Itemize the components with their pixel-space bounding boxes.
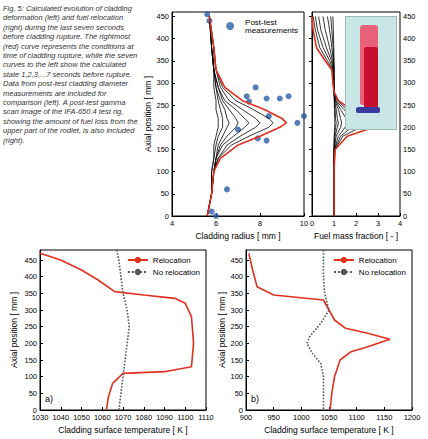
svg-text:0: 0 [165, 212, 169, 221]
svg-text:0: 0 [32, 405, 37, 415]
svg-text:300: 300 [230, 306, 243, 315]
svg-text:1: 1 [332, 219, 336, 228]
svg-text:4: 4 [398, 219, 402, 228]
svg-text:250: 250 [230, 322, 243, 331]
svg-text:150: 150 [156, 145, 169, 154]
svg-text:1060: 1060 [94, 413, 111, 422]
svg-text:200: 200 [230, 339, 243, 348]
svg-text:50: 50 [403, 189, 411, 198]
svg-text:250: 250 [24, 322, 37, 331]
svg-text:250: 250 [403, 101, 416, 110]
svg-text:150: 150 [230, 356, 243, 365]
svg-text:1200: 1200 [404, 413, 421, 422]
svg-text:450: 450 [230, 256, 243, 265]
svg-text:400: 400 [403, 34, 416, 43]
svg-text:8: 8 [258, 219, 262, 228]
svg-text:1040: 1040 [52, 413, 69, 422]
svg-text:1090: 1090 [156, 413, 173, 422]
svg-text:400: 400 [24, 272, 37, 281]
svg-text:Cladding surface temperature [: Cladding surface temperature [ K ] [264, 425, 393, 435]
svg-text:100: 100 [24, 372, 37, 381]
svg-text:50: 50 [29, 389, 37, 398]
svg-text:350: 350 [24, 289, 37, 298]
html-text:Fig. 5: Calculated evolution o: Fig. 5: Calculated evolution of cladding… [3, 4, 138, 145]
svg-text:0: 0 [403, 212, 407, 221]
svg-text:Axial position [ mm ]: Axial position [ mm ] [9, 292, 19, 368]
svg-text:3: 3 [376, 219, 380, 228]
svg-text:350: 350 [403, 56, 416, 65]
svg-text:1110: 1110 [198, 413, 214, 422]
svg-text:300: 300 [24, 306, 37, 315]
svg-text:Cladding surface temperature [: Cladding surface temperature [ K ] [58, 425, 187, 435]
svg-text:50: 50 [235, 389, 243, 398]
svg-text:Axial position [ mm ]: Axial position [ mm ] [143, 76, 153, 152]
svg-text:200: 200 [156, 123, 169, 132]
svg-text:Relocation: Relocation [153, 256, 191, 265]
svg-text:100: 100 [403, 167, 416, 176]
svg-text:300: 300 [156, 78, 169, 87]
svg-text:1050: 1050 [73, 413, 90, 422]
svg-text:150: 150 [24, 356, 37, 365]
svg-text:measurements: measurements [245, 26, 298, 35]
svg-text:100: 100 [230, 372, 243, 381]
svg-text:350: 350 [156, 56, 169, 65]
svg-text:Post-test: Post-test [245, 17, 279, 27]
svg-text:250: 250 [156, 101, 169, 110]
svg-text:b): b) [251, 394, 259, 404]
svg-text:1100: 1100 [349, 413, 365, 422]
svg-text:10: 10 [300, 219, 308, 228]
svg-text:450: 450 [403, 12, 416, 21]
svg-text:1150: 1150 [376, 413, 392, 422]
svg-text:400: 400 [156, 34, 169, 43]
svg-text:450: 450 [156, 12, 169, 21]
svg-text:1000: 1000 [293, 413, 310, 422]
svg-text:0: 0 [238, 405, 243, 415]
svg-text:6: 6 [214, 219, 218, 228]
svg-text:1080: 1080 [135, 413, 152, 422]
svg-text:No relocation: No relocation [359, 268, 406, 277]
svg-text:50: 50 [161, 189, 169, 198]
svg-text:Cladding radius [ mm ]: Cladding radius [ mm ] [195, 231, 280, 241]
svg-text:1070: 1070 [115, 413, 132, 422]
svg-text:No relocation: No relocation [153, 268, 200, 277]
svg-text:400: 400 [230, 272, 243, 281]
svg-text:200: 200 [403, 123, 416, 132]
svg-text:4: 4 [170, 219, 174, 228]
svg-text:1030: 1030 [32, 413, 49, 422]
svg-text:2: 2 [354, 219, 358, 228]
svg-text:900: 900 [240, 413, 253, 422]
svg-text:200: 200 [24, 339, 37, 348]
svg-text:Axial position [ mm ]: Axial position [ mm ] [217, 292, 227, 368]
svg-text:350: 350 [230, 289, 243, 298]
svg-text:150: 150 [403, 145, 416, 154]
svg-text:Relocation: Relocation [359, 256, 397, 265]
svg-text:300: 300 [403, 78, 416, 87]
svg-text:450: 450 [24, 256, 37, 265]
svg-text:Fuel mass fraction [ - ]: Fuel mass fraction [ - ] [314, 231, 398, 241]
svg-text:100: 100 [156, 167, 169, 176]
svg-text:1100: 1100 [177, 413, 193, 422]
svg-text:950: 950 [267, 413, 280, 422]
svg-text:0: 0 [310, 219, 314, 228]
svg-text:a): a) [45, 394, 53, 404]
svg-text:1050: 1050 [321, 413, 338, 422]
